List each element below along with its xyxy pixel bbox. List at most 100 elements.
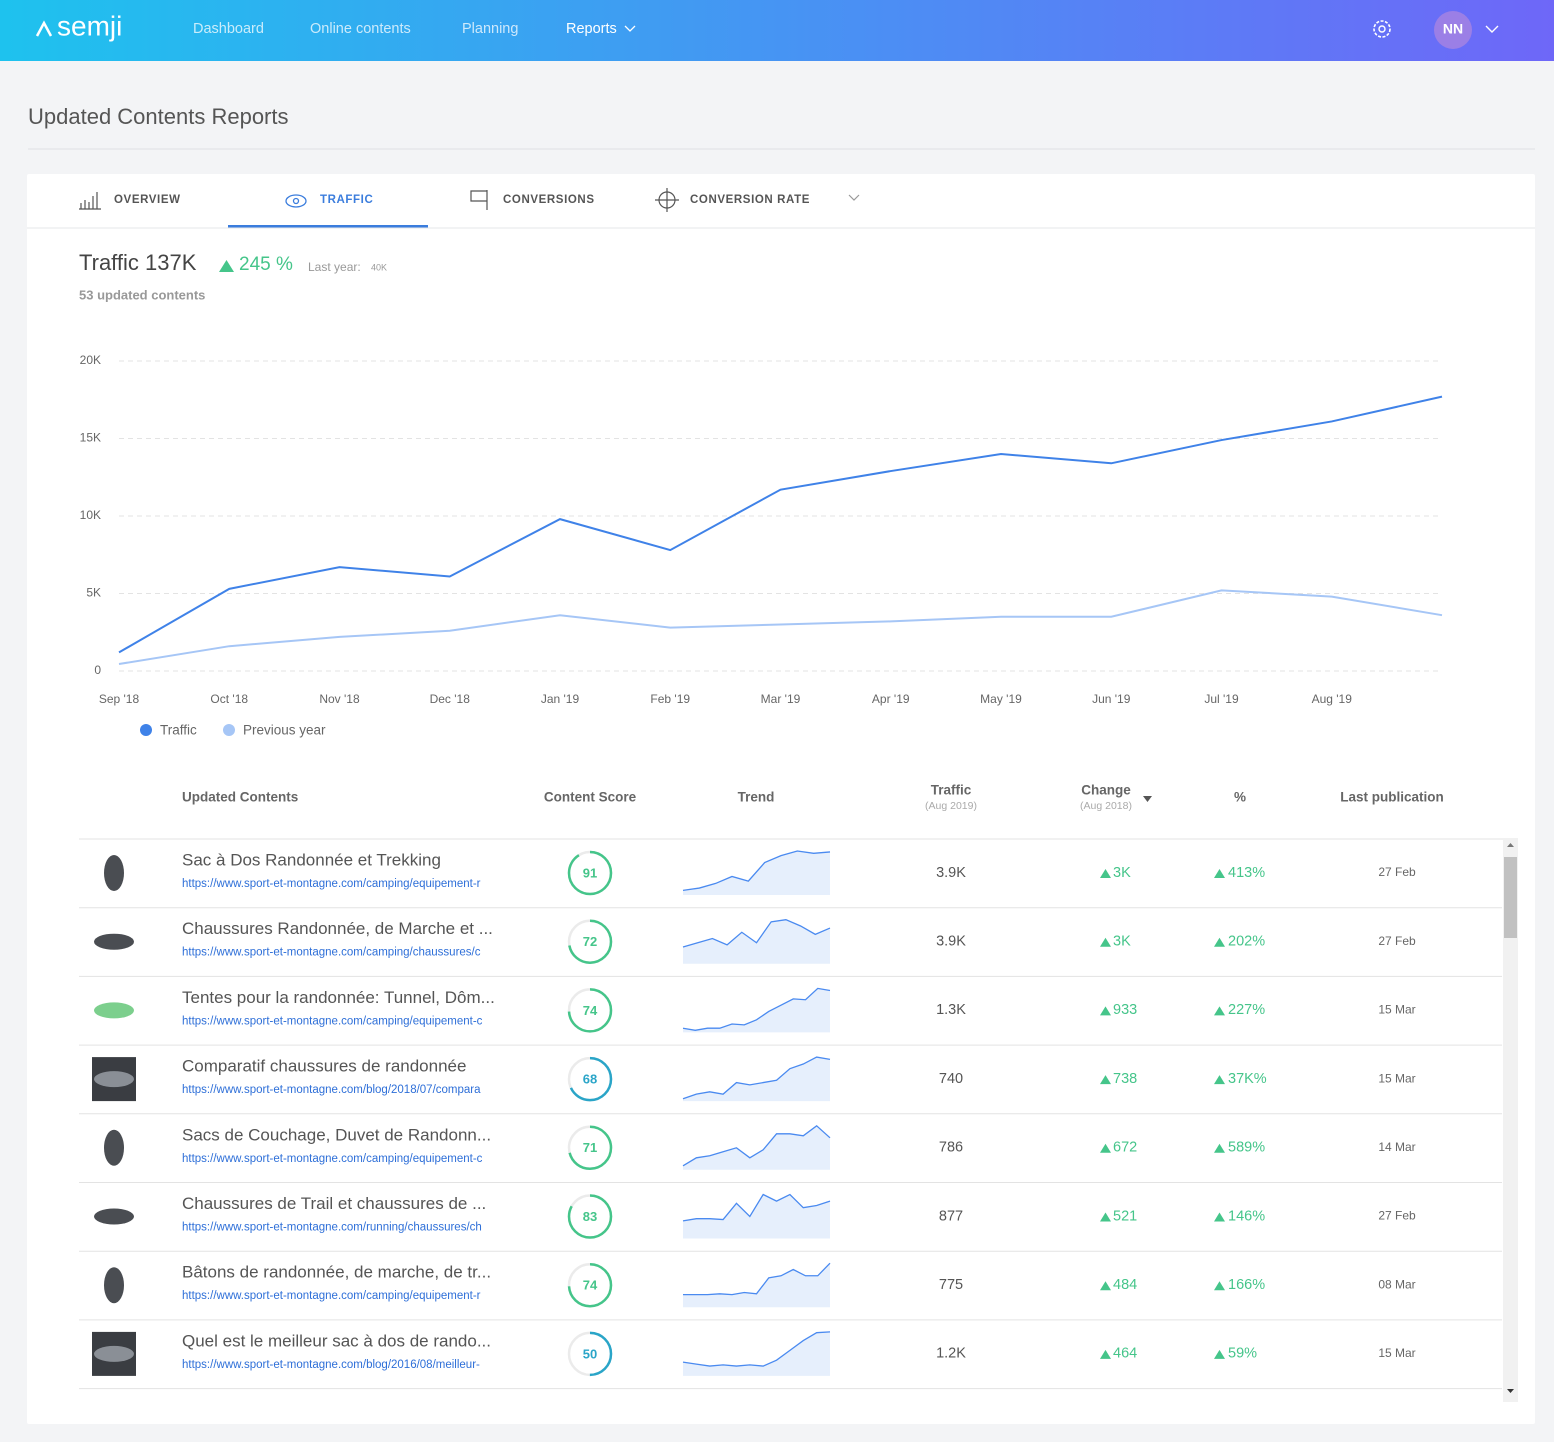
avatar-initials: NN xyxy=(1443,21,1463,37)
content-title[interactable]: Sacs de Couchage, Duvet de Randonn... xyxy=(182,1125,491,1144)
tab[interactable]: OVERVIEW xyxy=(114,194,181,206)
column-header[interactable]: Traffic xyxy=(931,783,972,798)
legend-marker xyxy=(223,724,235,736)
tabs-chevron[interactable] xyxy=(848,194,860,201)
traffic-value: 1.2K xyxy=(936,1346,966,1362)
content-url[interactable]: https://www.sport-et-montagne.com/campin… xyxy=(182,1153,483,1165)
top-bar xyxy=(0,0,1554,61)
content-url[interactable]: https://www.sport-et-montagne.com/blog/2… xyxy=(182,1359,480,1371)
score-value: 71 xyxy=(583,1140,597,1155)
conversions-icon xyxy=(470,190,488,210)
nav-item[interactable]: Online contents xyxy=(310,21,411,37)
sort-arrow xyxy=(1143,796,1152,802)
nav-item[interactable]: Reports xyxy=(566,21,617,37)
column-header[interactable]: Last publication xyxy=(1340,790,1444,805)
trend-line xyxy=(682,850,831,892)
trend-line xyxy=(682,1124,831,1167)
trend-area xyxy=(683,919,830,964)
content-url[interactable]: https://www.sport-et-montagne.com/runnin… xyxy=(182,1222,482,1234)
x-tick-label: Jun '19 xyxy=(1092,692,1131,706)
nav-chevron xyxy=(624,25,636,32)
up-arrow xyxy=(1214,937,1225,947)
thumbnail-product xyxy=(94,1345,134,1362)
x-tick-label: May '19 xyxy=(980,692,1022,706)
score-value: 74 xyxy=(583,1278,598,1293)
trend-line xyxy=(682,1331,831,1367)
summary-change: 245 % xyxy=(239,254,293,275)
change-value: 3K xyxy=(1113,934,1131,950)
content-url[interactable]: https://www.sport-et-montagne.com/campin… xyxy=(182,878,481,890)
publication-date: 14 Mar xyxy=(1378,1140,1415,1154)
content-url[interactable]: https://www.sport-et-montagne.com/campin… xyxy=(182,947,481,959)
trend-area xyxy=(683,1331,830,1376)
column-subheader: (Aug 2018) xyxy=(1080,800,1132,812)
x-tick-label: Feb '19 xyxy=(650,692,690,706)
publication-date: 15 Mar xyxy=(1378,1346,1415,1360)
avatar[interactable] xyxy=(1434,11,1472,49)
percent-value: 227% xyxy=(1228,1002,1265,1018)
up-arrow xyxy=(219,260,234,272)
thumbnail-product xyxy=(104,855,124,891)
user-chevron[interactable] xyxy=(1485,25,1499,33)
tab[interactable]: CONVERSION RATE xyxy=(690,194,810,206)
y-tick-label: 20K xyxy=(80,353,101,367)
y-tick-label: 0 xyxy=(94,663,101,677)
content-title[interactable]: Bâtons de randonnée, de marche, de tr... xyxy=(182,1263,491,1282)
x-tick-label: Oct '18 xyxy=(210,692,248,706)
change-value: 933 xyxy=(1113,1002,1137,1018)
column-header[interactable]: Trend xyxy=(738,790,775,805)
column-header[interactable]: Content Score xyxy=(544,790,637,805)
summary-title: Traffic 137K xyxy=(79,250,197,275)
score-ring xyxy=(567,850,613,896)
legend-label: Previous year xyxy=(243,723,326,738)
content-url[interactable]: https://www.sport-et-montagne.com/blog/2… xyxy=(182,1084,481,1096)
x-tick-label: Dec '18 xyxy=(430,692,471,706)
traffic-value: 775 xyxy=(939,1277,963,1293)
traffic-value: 3.9K xyxy=(936,934,966,950)
column-header[interactable]: Change xyxy=(1081,783,1131,798)
scroll-up[interactable] xyxy=(1507,843,1514,847)
logo[interactable]: semji xyxy=(57,10,122,41)
percent-value: 37K% xyxy=(1228,1071,1267,1087)
publication-date: 27 Feb xyxy=(1378,1209,1416,1223)
settings-icon[interactable] xyxy=(1373,20,1391,38)
percent-value: 413% xyxy=(1228,865,1265,881)
nav-item[interactable]: Planning xyxy=(462,21,518,37)
tab[interactable]: TRAFFIC xyxy=(320,194,373,206)
x-tick-label: Nov '18 xyxy=(319,692,360,706)
last-year-value: 40K xyxy=(371,262,387,272)
up-arrow xyxy=(1214,1075,1225,1085)
nav-item[interactable]: Dashboard xyxy=(193,21,264,37)
publication-date: 08 Mar xyxy=(1378,1277,1415,1291)
content-title[interactable]: Sac à Dos Randonnée et Trekking xyxy=(182,850,441,869)
score-value: 50 xyxy=(583,1346,597,1361)
up-arrow xyxy=(1100,1075,1111,1085)
content-title[interactable]: Chaussures de Trail et chaussures de ... xyxy=(182,1194,486,1213)
tab[interactable]: CONVERSIONS xyxy=(503,194,595,206)
content-title[interactable]: Chaussures Randonnée, de Marche et ... xyxy=(182,919,493,938)
score-value: 68 xyxy=(583,1072,597,1087)
up-arrow xyxy=(1100,869,1111,878)
column-header[interactable]: Updated Contents xyxy=(182,790,298,805)
content-url[interactable]: https://www.sport-et-montagne.com/campin… xyxy=(182,1290,481,1302)
scrollbar[interactable] xyxy=(1503,840,1518,1402)
percent-value: 202% xyxy=(1228,934,1265,950)
change-value: 672 xyxy=(1113,1140,1137,1156)
scroll-down[interactable] xyxy=(1507,1389,1514,1393)
trend-area xyxy=(683,1125,830,1170)
content-url[interactable]: https://www.sport-et-montagne.com/campin… xyxy=(182,1015,483,1027)
scrollbar-thumb[interactable] xyxy=(1504,857,1517,938)
trend-line xyxy=(682,1193,831,1222)
percent-value: 59% xyxy=(1228,1346,1257,1362)
content-title[interactable]: Comparatif chaussures de randonnée xyxy=(182,1057,466,1076)
content-title[interactable]: Tentes pour la randonnée: Tunnel, Dôm... xyxy=(182,988,495,1007)
thumbnail-product xyxy=(94,933,134,950)
traffic-value: 3.9K xyxy=(936,865,966,881)
column-header[interactable]: % xyxy=(1234,790,1246,805)
column-subheader: (Aug 2019) xyxy=(925,800,977,812)
score-value: 72 xyxy=(583,934,597,949)
publication-date: 27 Feb xyxy=(1378,934,1416,948)
x-tick-label: Aug '19 xyxy=(1312,692,1353,706)
content-title[interactable]: Quel est le meilleur sac à dos de rando.… xyxy=(182,1331,491,1350)
x-tick-label: Apr '19 xyxy=(872,692,910,706)
